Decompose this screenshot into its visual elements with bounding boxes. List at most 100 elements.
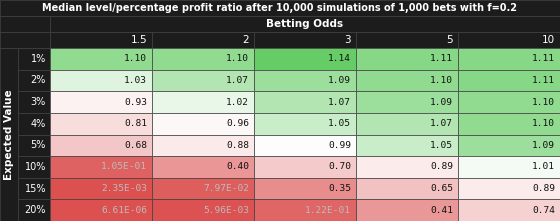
Text: 1.03: 1.03 xyxy=(124,76,147,85)
Bar xyxy=(458,113,560,135)
Bar xyxy=(458,199,560,221)
Text: 0.88: 0.88 xyxy=(226,141,249,150)
Text: 1.05E-01: 1.05E-01 xyxy=(101,162,147,171)
Bar xyxy=(356,156,458,178)
Text: Expected Value: Expected Value xyxy=(4,89,14,180)
Bar xyxy=(152,199,254,221)
Bar xyxy=(356,178,458,199)
Text: 2: 2 xyxy=(242,35,249,45)
Bar xyxy=(50,16,560,32)
Text: 5%: 5% xyxy=(31,140,46,150)
Bar xyxy=(458,135,560,156)
Bar xyxy=(18,156,50,178)
Text: 1.10: 1.10 xyxy=(532,119,555,128)
Bar xyxy=(254,48,356,70)
Bar xyxy=(152,178,254,199)
Text: 1.07: 1.07 xyxy=(226,76,249,85)
Text: 2.35E-03: 2.35E-03 xyxy=(101,184,147,193)
Bar xyxy=(152,135,254,156)
Bar xyxy=(356,199,458,221)
Bar xyxy=(0,0,560,16)
Bar xyxy=(152,32,254,48)
Text: 7.97E-02: 7.97E-02 xyxy=(203,184,249,193)
Text: 20%: 20% xyxy=(25,205,46,215)
Text: 1.07: 1.07 xyxy=(328,97,351,107)
Bar xyxy=(50,48,152,70)
Bar xyxy=(152,48,254,70)
Text: 0.89: 0.89 xyxy=(430,162,453,171)
Text: 1.09: 1.09 xyxy=(532,141,555,150)
Bar xyxy=(356,48,458,70)
Bar xyxy=(254,113,356,135)
Bar xyxy=(50,135,152,156)
Text: 0.96: 0.96 xyxy=(226,119,249,128)
Text: 6.61E-06: 6.61E-06 xyxy=(101,206,147,215)
Text: 0.68: 0.68 xyxy=(124,141,147,150)
Text: 1.07: 1.07 xyxy=(430,119,453,128)
Bar xyxy=(254,199,356,221)
Bar xyxy=(254,91,356,113)
Text: 1.10: 1.10 xyxy=(532,97,555,107)
Text: 1.14: 1.14 xyxy=(328,54,351,63)
Bar xyxy=(356,91,458,113)
Bar xyxy=(254,156,356,178)
Bar xyxy=(458,48,560,70)
Bar xyxy=(18,199,50,221)
Bar xyxy=(458,91,560,113)
Bar xyxy=(458,156,560,178)
Bar xyxy=(18,178,50,199)
Bar xyxy=(50,91,152,113)
Bar xyxy=(18,113,50,135)
Text: 1.02: 1.02 xyxy=(226,97,249,107)
Text: 1.10: 1.10 xyxy=(226,54,249,63)
Bar xyxy=(356,70,458,91)
Text: 0.99: 0.99 xyxy=(328,141,351,150)
Text: 1.11: 1.11 xyxy=(430,54,453,63)
Text: 0.35: 0.35 xyxy=(328,184,351,193)
Text: 1.01: 1.01 xyxy=(532,162,555,171)
Text: 0.41: 0.41 xyxy=(430,206,453,215)
Text: 1.11: 1.11 xyxy=(532,54,555,63)
Bar xyxy=(18,48,50,70)
Bar xyxy=(50,70,152,91)
Bar xyxy=(50,32,152,48)
Text: 1.22E-01: 1.22E-01 xyxy=(305,206,351,215)
Bar xyxy=(18,135,50,156)
Bar xyxy=(254,178,356,199)
Bar xyxy=(152,156,254,178)
Text: 1.09: 1.09 xyxy=(430,97,453,107)
Text: 15%: 15% xyxy=(25,184,46,194)
Bar xyxy=(0,32,50,48)
Text: 0.70: 0.70 xyxy=(328,162,351,171)
Bar xyxy=(254,135,356,156)
Text: 0.89: 0.89 xyxy=(532,184,555,193)
Text: 3%: 3% xyxy=(31,97,46,107)
Text: 1.10: 1.10 xyxy=(124,54,147,63)
Bar xyxy=(0,16,50,32)
Text: 1.5: 1.5 xyxy=(130,35,147,45)
Bar xyxy=(50,199,152,221)
Text: 1.09: 1.09 xyxy=(328,76,351,85)
Bar xyxy=(152,70,254,91)
Text: 10%: 10% xyxy=(25,162,46,172)
Bar xyxy=(152,113,254,135)
Text: Median level/percentage profit ratio after 10,000 simulations of 1,000 bets with: Median level/percentage profit ratio aft… xyxy=(43,3,517,13)
Bar xyxy=(0,48,18,221)
Text: 5.96E-03: 5.96E-03 xyxy=(203,206,249,215)
Text: 1.11: 1.11 xyxy=(532,76,555,85)
Text: 1.05: 1.05 xyxy=(328,119,351,128)
Bar xyxy=(50,156,152,178)
Text: 5: 5 xyxy=(446,35,453,45)
Bar xyxy=(458,70,560,91)
Bar xyxy=(356,135,458,156)
Text: 0.93: 0.93 xyxy=(124,97,147,107)
Bar xyxy=(254,70,356,91)
Bar xyxy=(18,91,50,113)
Text: 0.40: 0.40 xyxy=(226,162,249,171)
Text: 1.05: 1.05 xyxy=(430,141,453,150)
Text: 3: 3 xyxy=(344,35,351,45)
Text: 2%: 2% xyxy=(31,75,46,86)
Text: 10: 10 xyxy=(542,35,555,45)
Text: Betting Odds: Betting Odds xyxy=(267,19,344,29)
Bar xyxy=(458,178,560,199)
